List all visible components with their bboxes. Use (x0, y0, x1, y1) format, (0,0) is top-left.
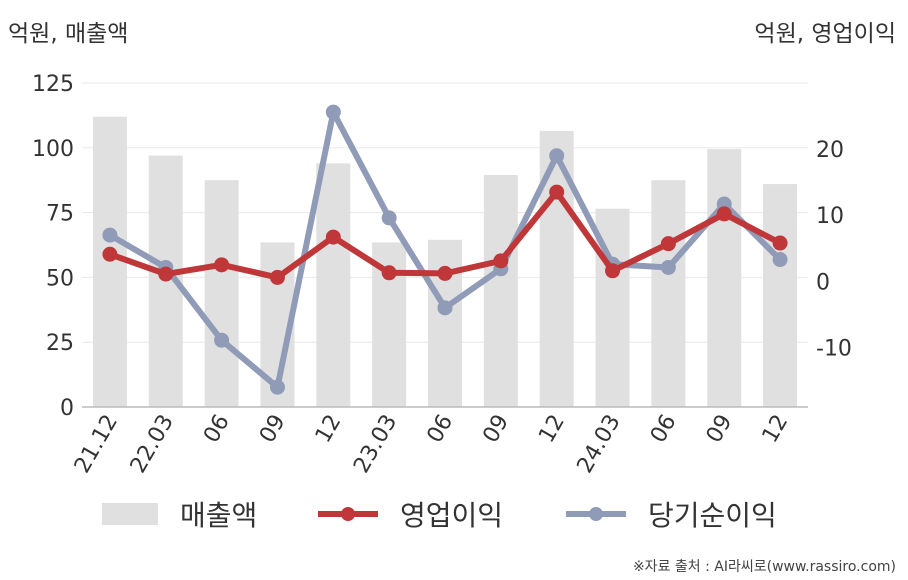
right-tick-label: 10 (816, 204, 844, 229)
net-income-point (549, 148, 565, 164)
legend-label-operating-profit: 영업이익 (400, 499, 504, 532)
x-tick-label: 09 (702, 411, 738, 448)
right-tick-label: -10 (816, 336, 852, 361)
net-income-point (102, 227, 118, 243)
revenue-bar (204, 180, 239, 407)
left-tick-label: 25 (46, 331, 74, 356)
right-tick-label: 0 (816, 270, 830, 295)
operating-profit-point (437, 265, 453, 281)
revenue-bar (651, 180, 686, 407)
left-tick-label: 75 (46, 202, 74, 227)
x-tick-label: 12 (758, 411, 794, 448)
net-income-point (381, 210, 397, 226)
revenue-bar (92, 116, 127, 408)
source-note: ※자료 출처 : AI라씨로(www.rassiro.com) (632, 559, 896, 575)
x-tick-label: 06 (646, 411, 682, 448)
legend-item-net-income[interactable]: 당기순이익 (566, 494, 777, 534)
operating-profit-point (493, 253, 509, 269)
revenue-bar (316, 163, 351, 407)
operating-profit-line (102, 184, 788, 285)
net-income-line (102, 104, 788, 395)
legend-label-net-income: 당기순이익 (648, 499, 777, 532)
x-tick-label: 12 (311, 411, 347, 448)
x-tick-label: 23.03 (349, 411, 402, 478)
revenue-bar (483, 175, 518, 407)
left-tick-label: 125 (32, 72, 74, 97)
legend-label-revenue: 매출액 (180, 499, 258, 532)
operating-profit-point (325, 229, 341, 245)
net-income-point (660, 259, 676, 275)
revenue-bar (428, 239, 462, 407)
x-tick-label: 12 (534, 411, 570, 448)
net-income-point (772, 252, 788, 268)
legend-item-operating-profit[interactable]: 영업이익 (318, 494, 503, 534)
right-axis-ticks: -10 0 10 20 (816, 138, 852, 361)
operating-profit-point (158, 266, 174, 282)
operating-profit-point (716, 206, 732, 222)
x-tick-label: 22.03 (126, 411, 179, 478)
x-tick-label: 06 (423, 411, 459, 448)
revenue-bar (763, 184, 798, 407)
operating-profit-point (214, 257, 230, 273)
x-tick-label: 09 (478, 411, 514, 448)
revenue-swatch (102, 503, 158, 525)
x-tick-label: 21.12 (70, 411, 123, 478)
net-income-swatch (566, 503, 626, 525)
left-axis-unit: 억원, 매출액 (8, 21, 129, 47)
left-tick-label: 50 (46, 266, 74, 291)
x-axis-ticks: 21.12 22.03 06 09 12 23.03 06 09 12 24.03 06 09 12 (70, 411, 793, 478)
net-income-point (269, 379, 285, 395)
operating-profit-point (269, 269, 285, 285)
left-tick-label: 0 (60, 396, 74, 421)
revenue-bars (92, 116, 798, 408)
operating-profit-swatch (318, 503, 378, 525)
x-tick-label: 09 (255, 411, 291, 448)
operating-profit-point (660, 236, 676, 252)
operating-profit-point (549, 184, 565, 200)
legend-item-revenue[interactable]: 매출액 (102, 494, 257, 534)
x-tick-label: 24.03 (573, 411, 626, 478)
net-income-point (325, 104, 341, 120)
net-income-point (437, 300, 453, 316)
right-axis-unit: 억원, 영업이익 (754, 21, 896, 47)
operating-profit-point (102, 246, 118, 262)
operating-profit-point (772, 235, 788, 251)
revenue-bar (707, 149, 742, 407)
right-tick-label: 20 (816, 138, 844, 163)
net-income-point (214, 332, 230, 348)
operating-profit-point (381, 265, 397, 281)
x-tick-label: 06 (199, 411, 235, 448)
left-axis-ticks: 0 25 50 75 100 125 (32, 72, 74, 421)
left-tick-label: 100 (32, 137, 74, 162)
operating-profit-point (605, 263, 621, 279)
